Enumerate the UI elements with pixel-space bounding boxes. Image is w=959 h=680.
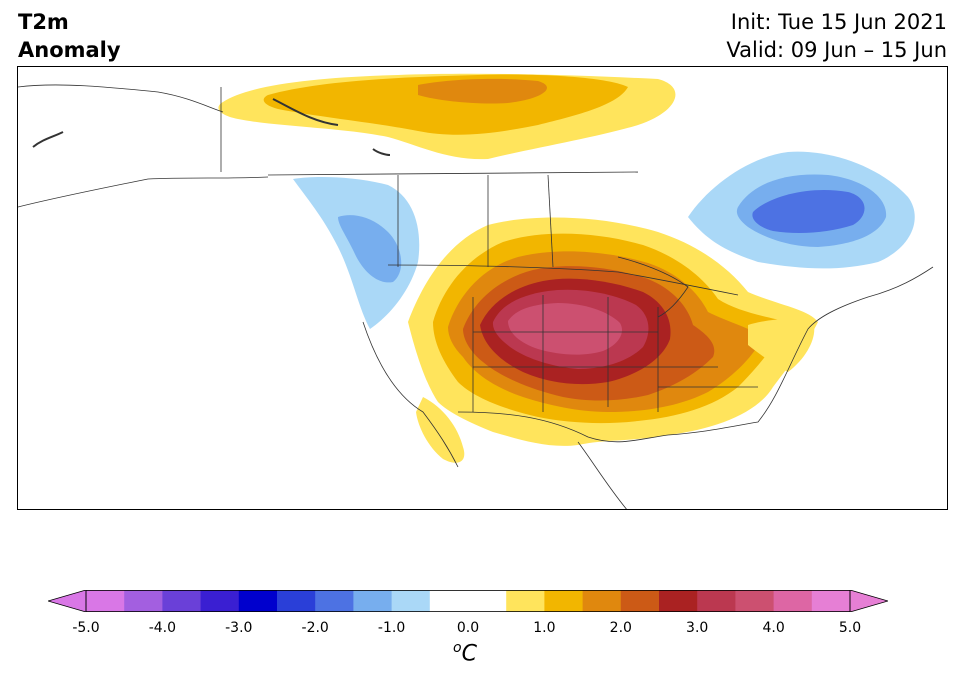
river-2	[32, 131, 64, 148]
colorbar-segment	[238, 590, 278, 612]
canada-provinces-line	[267, 171, 639, 176]
great-lakes	[617, 256, 689, 318]
colorbar-segment	[391, 590, 431, 612]
anomaly-warm-7-central	[508, 303, 623, 355]
colorbar-tick: -1.0	[377, 620, 406, 636]
anomaly-warm-3-north	[418, 78, 547, 104]
colorbar-segment	[162, 590, 202, 612]
colorbar-segment	[659, 590, 698, 612]
run-info: Init: Tue 15 Jun 2021 Valid: 09 Jun – 15…	[726, 8, 947, 64]
pacific-coast	[362, 321, 459, 468]
colorbar-segment	[620, 590, 660, 612]
us-canada-border	[387, 264, 739, 296]
colorbar-segment	[200, 590, 240, 612]
colorbar-segment	[468, 590, 507, 612]
colorbar-tick: 1.0	[533, 620, 556, 636]
colorbar-segment	[773, 590, 813, 612]
colorbar-tick: 3.0	[686, 620, 709, 636]
valid-period: Valid: 09 Jun – 15 Jun	[726, 38, 947, 62]
anomaly-warm-1-east	[748, 319, 815, 372]
alaska-south-coast	[18, 176, 269, 208]
river-3	[372, 148, 391, 156]
colorbar-segment	[697, 590, 736, 612]
atlantic-coast	[667, 266, 934, 436]
anomaly-cool-3-east	[752, 189, 865, 233]
colorbar-tick: -2.0	[301, 620, 329, 636]
colorbar-segment	[353, 590, 393, 612]
colorbar-segment	[86, 590, 125, 612]
alaska-coast	[18, 84, 224, 113]
colorbar-tick: -3.0	[225, 620, 253, 636]
colorbar-segment	[277, 590, 316, 612]
anomaly-cool-2-west	[338, 215, 402, 283]
colorbar	[48, 590, 888, 612]
colorbar-segment	[124, 590, 163, 612]
colorbar-segment	[735, 590, 775, 612]
river-1	[272, 98, 339, 126]
central-america	[577, 441, 627, 509]
political-boundaries	[18, 84, 934, 509]
colorbar-arrow-low	[48, 590, 87, 612]
colorbar-tick: 4.0	[762, 620, 785, 636]
colorbar-segment	[582, 590, 622, 612]
map-canvas	[18, 67, 947, 509]
colorbar-tick: 0.0	[456, 620, 480, 636]
major-rivers	[32, 98, 391, 156]
variable-title: T2m Anomaly	[18, 8, 121, 64]
anomaly-warm-1-south	[416, 397, 465, 463]
colorbar-tick: -4.0	[148, 620, 177, 636]
colorbar-unit-degree: o	[453, 640, 462, 656]
colorbar-unit-letter: C	[461, 641, 477, 667]
colorbar-arrow-high	[849, 590, 888, 612]
variable-name: T2m	[18, 10, 69, 34]
colorbar-tick: -5.0	[72, 620, 100, 636]
colorbar-segment	[811, 590, 851, 612]
colorbar-unit: oC	[453, 640, 477, 666]
colorbar-ticks: -5.0 -4.0 -3.0 -2.0 -1.0 0.0 1.0 2.0 3.0…	[0, 620, 959, 640]
us-mexico-border	[457, 411, 669, 443]
colorbar-segment	[315, 590, 354, 612]
colorbar-frame	[85, 590, 851, 612]
colorbar-segment	[429, 590, 469, 612]
colorbar-tick: 2.0	[609, 620, 632, 636]
variable-type: Anomaly	[18, 38, 121, 62]
colorbar-segment	[506, 590, 545, 612]
colorbar-segments	[86, 590, 851, 612]
colorbar-tick: 5.0	[838, 620, 862, 636]
init-time: Init: Tue 15 Jun 2021	[730, 10, 947, 34]
colorbar-segment	[544, 590, 584, 612]
province-border-3	[547, 174, 554, 268]
anomaly-map	[17, 66, 948, 510]
